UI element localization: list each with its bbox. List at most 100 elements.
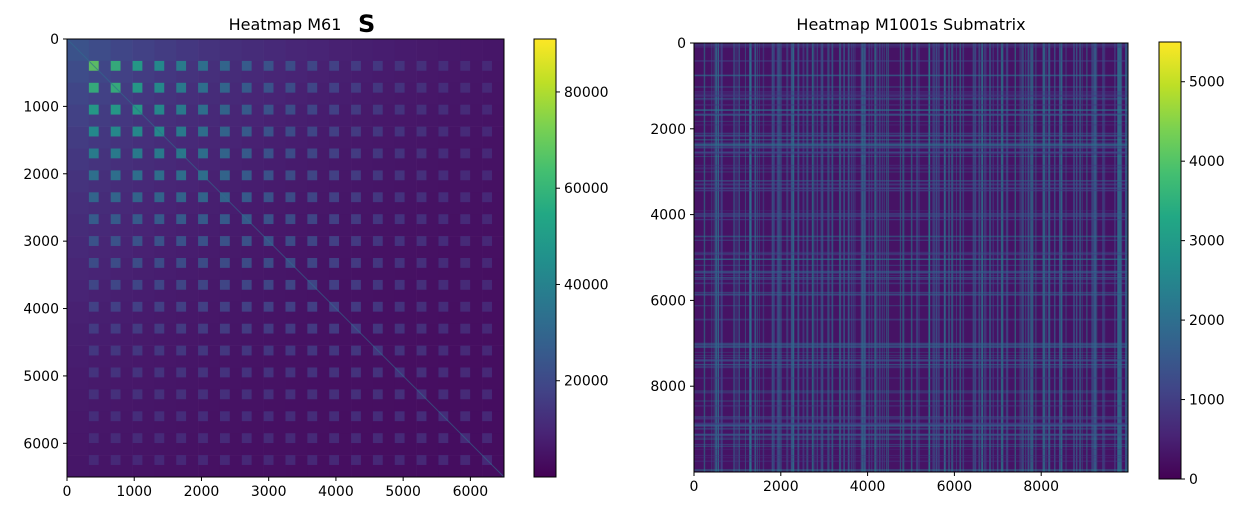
heatmap-left-block-peak <box>263 323 274 334</box>
heatmap-left-block-peak <box>351 192 361 203</box>
heatmap-left-block-peak <box>241 367 252 378</box>
heatmap-right-stripe-h <box>694 364 1128 365</box>
heatmap-left-y-tick-label: 4000 <box>23 302 59 318</box>
heatmap-left-block-peak <box>482 411 492 422</box>
heatmap-right-stripe-h <box>694 180 1128 182</box>
heatmap-right-stripe-v <box>821 43 823 472</box>
heatmap-left-block-peak <box>198 433 208 444</box>
heatmap-left-block-peak <box>219 104 230 115</box>
heatmap-left-block-peak <box>88 301 99 312</box>
heatmap-left-block-peak <box>88 345 99 356</box>
heatmap-left-block-peak <box>351 258 361 268</box>
heatmap-left-block-peak <box>241 60 252 71</box>
heatmap-right-stripe-v <box>1028 43 1030 472</box>
heatmap-right-stripe-v <box>827 43 828 472</box>
heatmap-left-block-peak <box>482 192 492 203</box>
heatmap-left-block-peak <box>329 236 340 246</box>
heatmap-left-block-peak <box>88 367 99 378</box>
heatmap-left-block-peak <box>198 279 208 290</box>
colorbar-left-tick-label: 60000 <box>564 181 609 197</box>
heatmap-left-block-peak <box>219 389 230 400</box>
heatmap-left-block-peak <box>110 214 121 225</box>
heatmap-left-block-peak <box>88 214 99 225</box>
heatmap-right-stripe-h <box>694 145 1128 148</box>
heatmap-left-block-peak <box>307 170 318 181</box>
heatmap-left-y-axis: 0 1000 2000 3000 4000 5000 6000 <box>23 32 67 452</box>
heatmap-right-stripe-h <box>694 219 1128 221</box>
heatmap-left-block-peak <box>88 455 99 465</box>
heatmap-left-block-peak <box>416 82 427 93</box>
colorbar-left-tick-label: 80000 <box>564 85 609 101</box>
heatmap-right-stripe-h <box>694 469 1128 472</box>
heatmap-left-block-peak <box>176 455 187 465</box>
heatmap-left-block-peak <box>88 433 99 444</box>
heatmap-left-y-tick-label: 5000 <box>23 369 59 385</box>
heatmap-left-block-peak <box>460 170 471 181</box>
heatmap-left-block-peak <box>416 258 427 268</box>
heatmap-right-stripe-v <box>1093 43 1096 472</box>
heatmap-right-stripe-h <box>694 142 1128 144</box>
heatmap-right-stripe-h <box>694 108 1128 111</box>
heatmap-left-block-peak <box>110 170 121 181</box>
heatmap-right-stripe-h <box>694 342 1128 345</box>
heatmap-left-block-peak <box>329 104 340 115</box>
heatmap-right-stripe-h <box>694 98 1128 101</box>
heatmap-right-stripe-h <box>694 422 1128 424</box>
heatmap-right-x-tick-label: 4000 <box>850 479 886 495</box>
heatmap-right-title: Heatmap M1001s Submatrix <box>796 15 1025 34</box>
heatmap-left-x-tick-label: 0 <box>63 484 72 500</box>
heatmap-right-stripe-h <box>694 417 1128 420</box>
heatmap-right-stripe-v <box>869 43 870 472</box>
heatmap-right-stripe-h <box>694 114 1128 116</box>
heatmap-left-block-peak <box>394 323 405 334</box>
heatmap-left-block-peak <box>198 367 208 378</box>
heatmap-left-cell <box>263 39 286 62</box>
heatmap-left-block-peak <box>285 126 296 137</box>
heatmap-right-stripe-h <box>694 86 1128 88</box>
heatmap-left-block-peak <box>372 279 383 290</box>
heatmap-left-block-peak <box>154 170 165 181</box>
heatmap-left-block-peak <box>263 345 274 356</box>
heatmap-right-x-axis: 0 2000 4000 6000 8000 <box>690 472 1059 495</box>
heatmap-left-y-tick-label: 2000 <box>23 167 59 183</box>
heatmap-right: Heatmap M1001s Submatrix 0 2000 4000 6000 80… <box>650 15 1129 495</box>
heatmap-left-block-peak <box>438 236 449 246</box>
heatmap-left-block-peak <box>285 148 296 159</box>
heatmap-right-stripe-v <box>1045 43 1047 472</box>
heatmap-right-stripe-v <box>992 43 994 472</box>
heatmap-left-cell <box>329 39 352 62</box>
heatmap-right-stripe-h <box>694 277 1128 280</box>
heatmap-right-stripe-h <box>694 168 1128 170</box>
heatmap-left-block-peak <box>351 345 361 356</box>
heatmap-left-block-peak <box>176 82 187 93</box>
heatmap-left-block-peak <box>307 126 318 137</box>
heatmap-right-stripe-h <box>694 93 1128 95</box>
heatmap-left-block-peak <box>351 170 361 181</box>
heatmap-right-stripe-h <box>694 213 1128 216</box>
heatmap-left-block-peak <box>88 279 99 290</box>
heatmap-right-stripe-h <box>694 346 1128 348</box>
heatmap-right-stripe-h <box>694 146 1128 149</box>
heatmap-left-block-peak <box>329 389 340 400</box>
heatmap-left-block-peak <box>154 82 165 93</box>
heatmap-left-block-peak <box>219 258 230 268</box>
heatmap-left-block-peak <box>482 236 492 246</box>
heatmap-left-block-peak <box>154 104 165 115</box>
heatmap-left-block-peak <box>154 367 165 378</box>
heatmap-left-block-peak <box>394 258 405 268</box>
heatmap-right-stripe-h <box>694 293 1128 296</box>
heatmap-right-stripe-h <box>694 258 1128 261</box>
heatmap-right-stripe-h <box>694 171 1128 173</box>
heatmap-right-stripe-v <box>853 43 855 472</box>
heatmap-right-stripe-h <box>694 455 1128 457</box>
heatmap-left-block-peak <box>394 411 405 422</box>
heatmap-right-frame <box>693 42 1129 473</box>
heatmap-left-block-peak <box>329 323 340 334</box>
heatmap-left-block-peak <box>285 389 296 400</box>
heatmap-right-stripe-h <box>694 416 1128 418</box>
heatmap-left-title: Heatmap M61 <box>229 15 342 34</box>
heatmap-right-stripe-v <box>779 43 780 472</box>
heatmap-right-stripe-h <box>694 344 1128 346</box>
heatmap-left-block-peak <box>329 214 340 225</box>
heatmap-left-cell <box>67 104 90 127</box>
